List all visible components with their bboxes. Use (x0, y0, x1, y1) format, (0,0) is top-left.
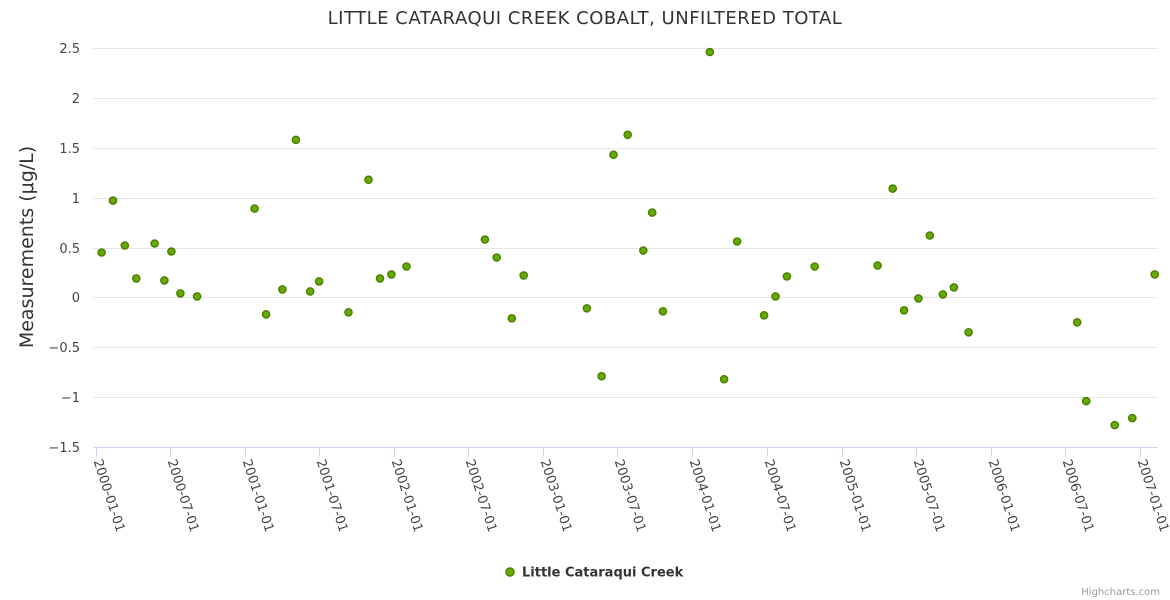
data-point[interactable] (375, 274, 385, 283)
data-point[interactable] (120, 241, 130, 250)
data-point[interactable] (810, 262, 820, 271)
data-point[interactable] (492, 253, 502, 262)
data-point[interactable] (582, 303, 592, 313)
data-point[interactable] (250, 204, 259, 213)
y-tick-label: 0.5 (59, 242, 80, 257)
series-little-cataraqui-creek[interactable] (97, 47, 1159, 430)
data-point[interactable] (705, 47, 715, 57)
data-point[interactable] (150, 239, 159, 248)
data-point[interactable] (167, 247, 176, 256)
data-point[interactable] (949, 283, 959, 292)
data-point[interactable] (658, 306, 668, 316)
data-point[interactable] (160, 276, 169, 285)
y-axis-label: Measurements (μg/L) (16, 146, 38, 348)
data-point[interactable] (291, 135, 301, 145)
data-point[interactable] (899, 305, 909, 315)
data-point[interactable] (1072, 317, 1082, 327)
data-point[interactable] (914, 294, 923, 303)
data-point[interactable] (131, 274, 141, 283)
y-tick-label: 2 (72, 92, 80, 107)
chart-title: LITTLE CATARAQUI CREEK COBALT, UNFILTERE… (328, 8, 843, 29)
data-point[interactable] (782, 272, 792, 281)
data-point[interactable] (1128, 413, 1137, 423)
data-point[interactable] (108, 196, 118, 205)
data-point[interactable] (402, 262, 411, 271)
credits-link[interactable]: Highcharts.com (1081, 587, 1160, 598)
data-point[interactable] (305, 287, 315, 296)
data-point[interactable] (344, 307, 353, 317)
data-point[interactable] (278, 285, 287, 294)
data-point[interactable] (176, 289, 185, 298)
data-point[interactable] (480, 235, 490, 244)
data-point[interactable] (1081, 396, 1091, 406)
data-point[interactable] (364, 175, 373, 184)
data-point[interactable] (639, 246, 648, 255)
legend[interactable]: Little Cataraqui Creek (505, 566, 684, 581)
y-axis-ticks: 2.5 2 1.5 1 0.5 0 −0.5 −1 −1.5 (48, 42, 80, 456)
data-point[interactable] (964, 327, 973, 337)
data-point[interactable] (719, 374, 729, 384)
data-point[interactable] (732, 237, 742, 246)
data-point[interactable] (97, 248, 106, 257)
y-tick-label: −1 (61, 391, 80, 406)
data-point[interactable] (597, 371, 606, 381)
data-point[interactable] (623, 130, 633, 140)
y-tick-label: 2.5 (59, 42, 80, 57)
legend-marker (505, 567, 515, 577)
data-point[interactable] (771, 292, 780, 301)
y-tick-label: −1.5 (48, 441, 80, 456)
data-point[interactable] (647, 208, 657, 217)
data-point[interactable] (1150, 270, 1159, 279)
legend-item-little-cataraqui-creek[interactable]: Little Cataraqui Creek (505, 566, 684, 581)
data-point[interactable] (609, 150, 618, 159)
data-point[interactable] (873, 261, 882, 270)
data-point[interactable] (925, 231, 935, 240)
data-point[interactable] (387, 270, 396, 279)
y-tick-label: −0.5 (48, 341, 80, 356)
data-point[interactable] (314, 277, 324, 286)
data-point[interactable] (1110, 420, 1119, 430)
y-tick-label: 0 (72, 291, 80, 306)
y-tick-label: 1 (72, 192, 80, 207)
data-point[interactable] (507, 313, 517, 323)
data-point[interactable] (938, 290, 948, 299)
data-point[interactable] (759, 310, 769, 320)
y-tick-label: 1.5 (59, 142, 80, 157)
data-point[interactable] (261, 309, 271, 319)
data-point[interactable] (888, 184, 898, 193)
legend-label[interactable]: Little Cataraqui Creek (522, 566, 684, 581)
data-point[interactable] (519, 271, 529, 280)
data-point[interactable] (192, 292, 202, 301)
